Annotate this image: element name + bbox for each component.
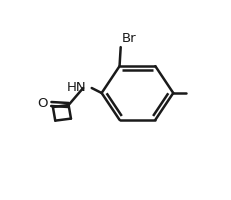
Text: O: O xyxy=(37,97,48,110)
Text: HN: HN xyxy=(66,81,86,94)
Text: Br: Br xyxy=(122,32,137,45)
